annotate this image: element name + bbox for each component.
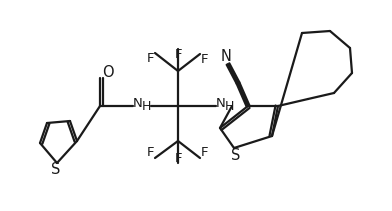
Text: F: F [147, 146, 155, 160]
Text: S: S [51, 162, 61, 177]
Text: O: O [102, 65, 114, 80]
Text: F: F [147, 51, 155, 65]
Text: N: N [221, 49, 231, 64]
Text: S: S [231, 147, 241, 162]
Text: N: N [216, 96, 226, 110]
Text: N: N [133, 96, 143, 110]
Text: F: F [201, 53, 209, 65]
Text: H: H [224, 100, 234, 112]
Text: F: F [201, 146, 209, 160]
Text: H: H [141, 100, 151, 112]
Text: F: F [174, 151, 182, 165]
Text: F: F [174, 47, 182, 61]
